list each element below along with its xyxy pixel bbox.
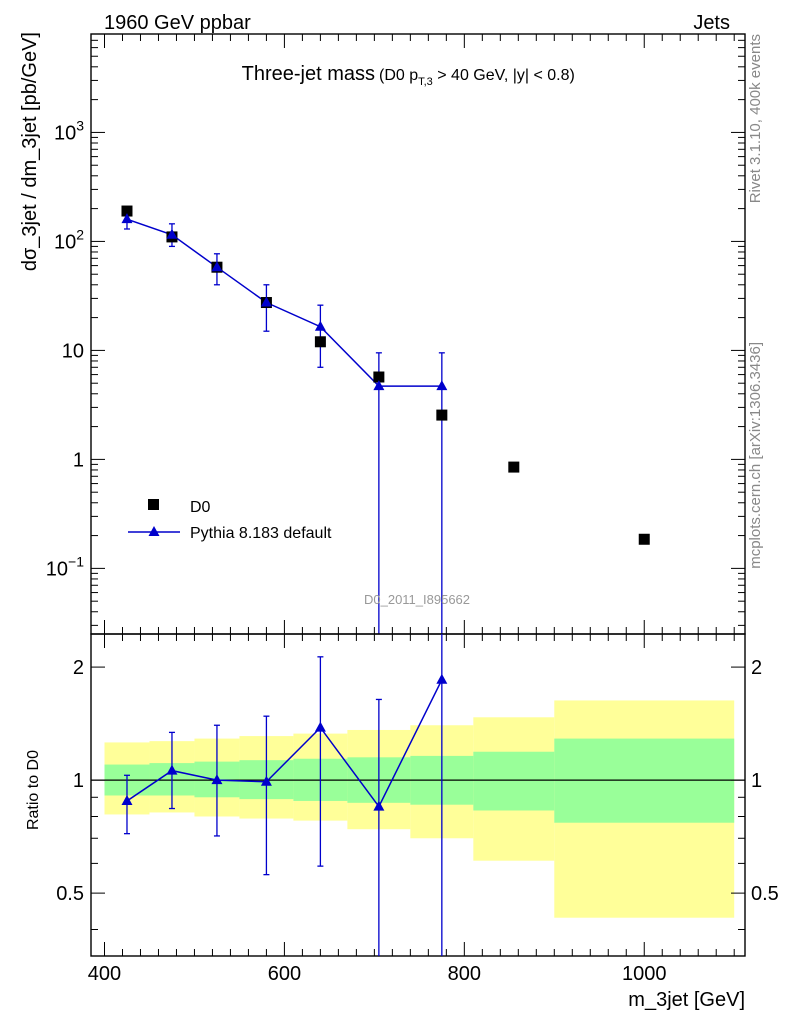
mc-ratio-point	[260, 775, 272, 786]
y-tick-label-base: 10	[46, 558, 68, 580]
ratio-panel: 400 600 800 1000 0.5 0.5 1 1 2 2	[56, 633, 779, 985]
ratio-y-tick-label: 0.5	[56, 883, 84, 905]
y-tick-label: 103	[54, 117, 84, 144]
subtitle-part-2: > 40 GeV, |y| < 0.8)	[433, 67, 575, 84]
x-tick-label: 800	[448, 963, 481, 985]
d0-data-point	[121, 205, 133, 217]
mc-ratio-point	[166, 764, 178, 775]
x-tick-label: 400	[88, 963, 121, 985]
mc-series-line	[126, 218, 442, 387]
y-tick-label: 10	[62, 340, 84, 362]
mc-data-point	[436, 380, 448, 391]
subtitle-subscript: T,3	[418, 76, 433, 88]
ratio-y-tick-label: 1	[73, 770, 84, 792]
y-tick-label-exponent: −1	[68, 553, 84, 569]
y-tick-label-base: 10	[62, 340, 84, 362]
analysis-watermark: D0_2011_I895662	[364, 592, 470, 607]
mc-data-point	[121, 213, 133, 224]
mc-ratio-point	[211, 774, 223, 785]
d0-data-point	[638, 533, 650, 545]
mc-ratio-point	[121, 794, 133, 805]
y-tick-label: 10−1	[46, 553, 84, 580]
stat-band-bin	[473, 751, 555, 811]
mc-data-point	[211, 261, 223, 272]
legend-d0-label: D0	[190, 499, 211, 516]
generator-version-label: Rivet 3.1.10, 400k events	[747, 34, 764, 203]
d0-data-point	[373, 371, 385, 383]
collider-label: 1960 GeV ppbar	[104, 12, 251, 34]
mc-ratio-point	[314, 721, 326, 732]
ratio-y-tick-label-right: 0.5	[751, 883, 779, 905]
chart-subtitle: (D0 pT,3 > 40 GeV, |y| < 0.8)	[379, 67, 575, 88]
mc-ratio-point	[436, 673, 448, 684]
mc-data-point	[314, 320, 326, 331]
d0-data-point	[314, 336, 326, 348]
y-axis-title: dσ_3jet / dm_3jet [pb/GeV]	[19, 32, 41, 271]
chart-title: Three-jet mass	[242, 63, 375, 85]
ratio-y-tick-label-right: 2	[751, 657, 762, 679]
legend: D0 Pythia 8.183 default	[128, 499, 332, 542]
legend-d0-marker	[148, 499, 159, 510]
ratio-frame	[90, 633, 746, 957]
x-tick-label: 600	[268, 963, 301, 985]
mc-data-point	[166, 228, 178, 239]
x-axis-title: m_3jet [GeV]	[628, 989, 745, 1011]
ratio-y-axis-title: Ratio to D0	[25, 750, 42, 830]
y-tick-label: 1	[73, 449, 84, 471]
d0-data-point	[508, 461, 520, 473]
ratio-y-tick-label-right: 1	[751, 770, 762, 792]
mc-data-point	[373, 380, 385, 391]
y-tick-label-base: 10	[54, 122, 76, 144]
subtitle-part-1: (D0 p	[379, 67, 418, 84]
y-tick-label-base: 10	[54, 231, 76, 253]
legend-mc-marker	[148, 526, 160, 536]
y-tick-label-base: 1	[73, 449, 84, 471]
y-tick-label-exponent: 2	[76, 226, 84, 242]
site-reference-label: mcplots.cern.ch [arXiv:1306.3436]	[747, 342, 764, 569]
x-tick-label: 1000	[622, 963, 667, 985]
y-tick-label: 102	[54, 226, 84, 253]
analysis-group-label: Jets	[693, 12, 730, 34]
legend-mc-label: Pythia 8.183 default	[190, 525, 332, 542]
y-tick-label-exponent: 3	[76, 117, 84, 133]
ratio-y-tick-label: 2	[73, 657, 84, 679]
mc-ratio-point	[373, 800, 385, 811]
d0-data-point	[436, 409, 448, 421]
mc-data-point	[260, 296, 272, 307]
